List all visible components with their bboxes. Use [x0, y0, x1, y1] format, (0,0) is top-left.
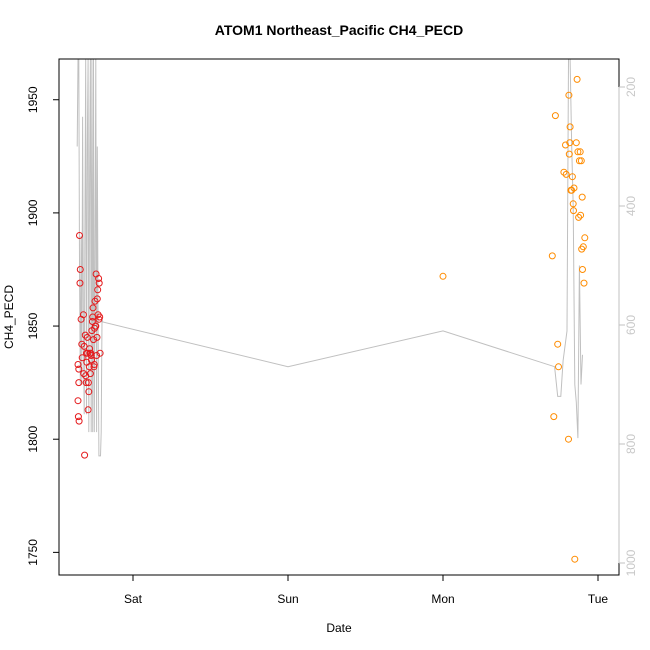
orange-data-point: [572, 139, 580, 147]
red-data-point: [75, 417, 83, 425]
x-tick-label: Sun: [277, 592, 298, 606]
red-data-point: [84, 349, 92, 357]
x-axis-label: Date: [326, 621, 352, 635]
red-data-point: [89, 304, 97, 312]
chart-title: ATOM1 Northeast_Pacific CH4_PECD: [215, 22, 463, 38]
red-data-point: [96, 313, 104, 321]
red-data-point: [83, 333, 91, 341]
y-tick-label: 1850: [26, 312, 40, 339]
red-data-point: [82, 379, 90, 387]
red-data-point: [86, 345, 94, 353]
y-tick-label: 1950: [26, 86, 40, 113]
orange-data-point: [560, 168, 568, 176]
orange-data-point: [439, 272, 447, 280]
orange-data-point: [573, 75, 581, 83]
x-tick-label: Tue: [588, 592, 609, 606]
orange-data-point: [568, 186, 576, 194]
red-data-point: [90, 361, 98, 368]
red-data-point: [85, 388, 93, 396]
orange-data-point: [576, 148, 584, 156]
red-data-point: [95, 275, 103, 282]
y-axis-label: CH4_PECD: [2, 285, 16, 349]
orange-data-point: [575, 213, 583, 221]
red-data-point: [93, 295, 101, 303]
orange-data-point: [575, 157, 583, 165]
data-points-layer: [74, 75, 589, 563]
orange-data-point: [550, 413, 558, 421]
orange-data-point: [565, 150, 573, 158]
y2-tick-label: 1000: [624, 549, 638, 576]
bottom-axis: Sat Sun Mon Tue: [124, 574, 609, 606]
red-data-point: [75, 379, 83, 387]
orange-data-point: [574, 148, 582, 156]
orange-data-point: [565, 91, 573, 99]
orange-data-point: [570, 207, 577, 215]
red-data-point: [93, 333, 101, 341]
y2-tick-label: 800: [624, 434, 638, 454]
y-tick-label: 1900: [26, 199, 40, 226]
red-data-point: [80, 370, 88, 378]
orange-data-point: [579, 266, 586, 273]
red-data-point: [96, 349, 104, 357]
y-tick-label: 1750: [26, 539, 40, 566]
red-data-point: [93, 352, 101, 359]
orange-data-point: [548, 252, 556, 260]
red-data-point: [90, 336, 97, 344]
orange-data-point: [579, 243, 587, 251]
right-axis: 200 400 600 800 1000: [618, 77, 638, 576]
red-data-point: [76, 279, 84, 287]
orange-data-point: [551, 112, 559, 120]
red-data-point: [76, 266, 84, 273]
y2-tick-label: 400: [624, 196, 638, 216]
red-data-point: [75, 365, 83, 373]
red-data-point: [95, 279, 103, 287]
x-tick-label: Sat: [124, 592, 143, 606]
orange-data-point: [555, 363, 562, 371]
red-data-point: [86, 370, 94, 378]
orange-data-point: [578, 193, 586, 201]
orange-data-point: [577, 211, 585, 219]
orange-data-point: [565, 435, 572, 443]
red-data-point: [74, 397, 82, 405]
orange-data-point: [562, 170, 570, 178]
orange-data-point: [566, 123, 574, 131]
orange-data-point: [571, 555, 579, 563]
orange-data-point: [554, 340, 562, 348]
red-data-point: [92, 322, 100, 330]
orange-data-point: [570, 184, 578, 192]
red-data-point: [74, 361, 82, 368]
red-data-point: [84, 379, 92, 387]
y2-tick-label: 600: [624, 315, 638, 335]
red-data-point: [74, 413, 82, 421]
red-data-point: [91, 297, 99, 305]
red-data-point: [87, 352, 95, 359]
y-tick-label: 1800: [26, 426, 40, 453]
orange-data-point: [580, 279, 588, 287]
red-data-point: [81, 331, 89, 339]
red-data-point: [78, 340, 86, 348]
red-data-point: [76, 232, 83, 239]
orange-data-point: [569, 200, 577, 208]
orange-data-point: [581, 234, 589, 242]
red-data-point: [84, 406, 92, 414]
orange-data-point: [568, 173, 576, 181]
red-data-point: [81, 451, 89, 459]
left-axis: 1750 1800 1850 1900 1950: [26, 86, 60, 566]
y2-tick-label: 200: [624, 77, 638, 97]
red-data-point: [94, 286, 102, 294]
red-data-point: [78, 354, 86, 362]
red-data-point: [79, 311, 87, 319]
orange-data-point: [577, 157, 585, 165]
x-tick-label: Mon: [431, 592, 454, 606]
